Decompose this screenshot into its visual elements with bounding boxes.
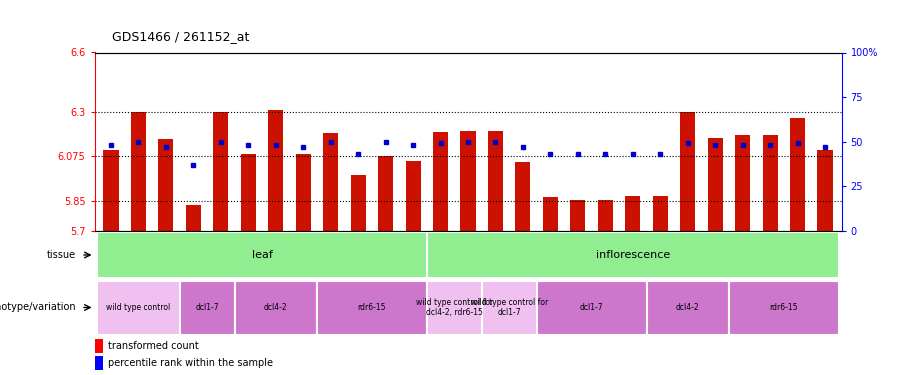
Bar <box>817 150 833 231</box>
Bar <box>729 280 839 334</box>
Bar <box>646 280 729 334</box>
Bar <box>104 150 119 231</box>
Bar <box>598 200 613 231</box>
Bar <box>185 205 201 231</box>
Text: wild type control for
dcl1-7: wild type control for dcl1-7 <box>471 298 548 317</box>
Text: tissue: tissue <box>47 250 76 260</box>
Bar <box>351 175 365 231</box>
Bar <box>427 280 482 334</box>
Text: dcl4-2: dcl4-2 <box>264 303 288 312</box>
Bar <box>543 197 558 231</box>
Bar <box>790 118 806 231</box>
Bar <box>488 130 503 231</box>
Bar <box>130 112 146 231</box>
Bar <box>406 161 420 231</box>
Text: wild type control: wild type control <box>106 303 171 312</box>
Bar <box>427 232 839 278</box>
Text: wild type control for
dcl4-2, rdr6-15: wild type control for dcl4-2, rdr6-15 <box>416 298 493 317</box>
Text: dcl4-2: dcl4-2 <box>676 303 699 312</box>
Text: percentile rank within the sample: percentile rank within the sample <box>108 358 273 368</box>
Bar <box>296 154 310 231</box>
Bar <box>94 356 104 370</box>
Text: transformed count: transformed count <box>108 341 199 351</box>
Bar <box>707 138 723 231</box>
Bar <box>317 280 427 334</box>
Bar <box>516 162 530 231</box>
Text: rdr6-15: rdr6-15 <box>770 303 798 312</box>
Bar <box>158 139 174 231</box>
Text: dcl1-7: dcl1-7 <box>580 303 603 312</box>
Bar <box>94 339 104 352</box>
Text: inflorescence: inflorescence <box>596 250 670 260</box>
Bar <box>536 280 646 334</box>
Bar <box>652 196 668 231</box>
Bar <box>461 130 475 231</box>
Bar <box>762 135 778 231</box>
Bar <box>482 280 536 334</box>
Text: dcl1-7: dcl1-7 <box>195 303 219 312</box>
Bar <box>735 135 751 231</box>
Text: rdr6-15: rdr6-15 <box>357 303 386 312</box>
Bar <box>433 132 448 231</box>
Bar <box>240 154 256 231</box>
Text: genotype/variation: genotype/variation <box>0 303 76 312</box>
Text: leaf: leaf <box>252 250 273 260</box>
Bar <box>378 156 393 231</box>
Bar <box>571 200 585 231</box>
Bar <box>268 110 284 231</box>
Bar <box>235 280 317 334</box>
Bar <box>97 232 427 278</box>
Bar <box>626 196 640 231</box>
Bar <box>97 280 180 334</box>
Bar <box>680 112 696 231</box>
Text: GDS1466 / 261152_at: GDS1466 / 261152_at <box>112 30 250 43</box>
Bar <box>213 112 229 231</box>
Bar <box>323 133 338 231</box>
Bar <box>180 280 235 334</box>
